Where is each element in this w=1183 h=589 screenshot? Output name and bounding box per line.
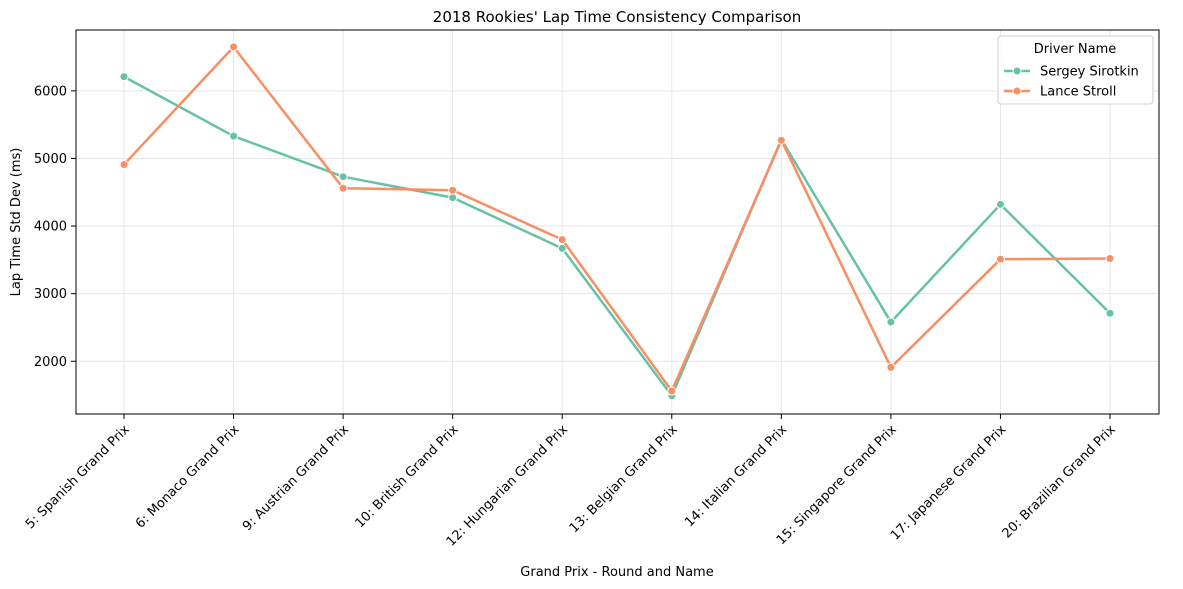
data-point [338, 183, 348, 193]
chart-title: 2018 Rookies' Lap Time Consistency Compa… [433, 8, 801, 26]
y-axis-label: Lap Time Std Dev (ms) [9, 148, 24, 297]
x-tick-label: 14: Italian Grand Prix [682, 422, 790, 530]
data-point [776, 135, 786, 145]
grid [76, 30, 1159, 414]
legend-label: Sergey Sirotkin [1040, 65, 1139, 80]
x-tick-label: 5: Spanish Grand Prix [23, 422, 133, 532]
x-tick-label: 15: Singapore Grand Prix [774, 422, 900, 548]
series-line [123, 75, 1111, 397]
data-point [229, 42, 239, 52]
data-point [1105, 254, 1115, 264]
y-axis: 2000 3000 4000 5000 6000 [34, 84, 76, 370]
x-tick-label: 13: Belgian Grand Prix [567, 422, 681, 536]
data-point [995, 254, 1005, 264]
y-tick-label: 6000 [34, 84, 67, 99]
series-layer [119, 42, 1115, 401]
x-tick-label: 9: Austrian Grand Prix [240, 422, 352, 534]
legend-label: Lance Stroll [1040, 85, 1116, 100]
data-point [448, 185, 458, 195]
series-sergey-sirotkin [119, 72, 1115, 401]
series-line [123, 45, 1111, 393]
legend-marker [1012, 66, 1022, 76]
data-point [119, 160, 129, 170]
data-point [886, 362, 896, 372]
series-lance-stroll [119, 42, 1115, 396]
data-point [557, 243, 567, 253]
data-point [995, 199, 1005, 209]
legend: Driver Name Sergey Sirotkin Lance Stroll [997, 35, 1154, 105]
legend-marker [1012, 86, 1022, 96]
x-tick-label: 6: Monaco Grand Prix [133, 422, 243, 532]
legend-title: Driver Name [1034, 42, 1117, 57]
data-point [886, 317, 896, 327]
x-tick-label: 10: British Grand Prix [353, 422, 462, 531]
data-point [229, 131, 239, 141]
y-tick-label: 5000 [34, 152, 67, 167]
data-point [448, 193, 458, 203]
legend-box [997, 35, 1154, 105]
x-tick-label: 12: Hungarian Grand Prix [444, 422, 572, 550]
y-tick-label: 2000 [34, 355, 67, 370]
y-tick-label: 4000 [34, 220, 67, 235]
data-point [557, 235, 567, 245]
plot-area-frame [75, 29, 1160, 415]
data-point [119, 72, 129, 82]
x-axis-label: Grand Prix - Round and Name [520, 565, 713, 580]
x-tick-label: 20: Brazilian Grand Prix [1000, 422, 1119, 541]
x-tick-label: 17: Japanese Grand Prix [888, 422, 1009, 543]
y-tick-label: 3000 [34, 287, 67, 302]
data-point [667, 386, 677, 396]
x-axis: 5: Spanish Grand Prix 6: Monaco Grand Pri… [23, 414, 1119, 550]
data-point [1105, 308, 1115, 318]
data-point [338, 172, 348, 182]
